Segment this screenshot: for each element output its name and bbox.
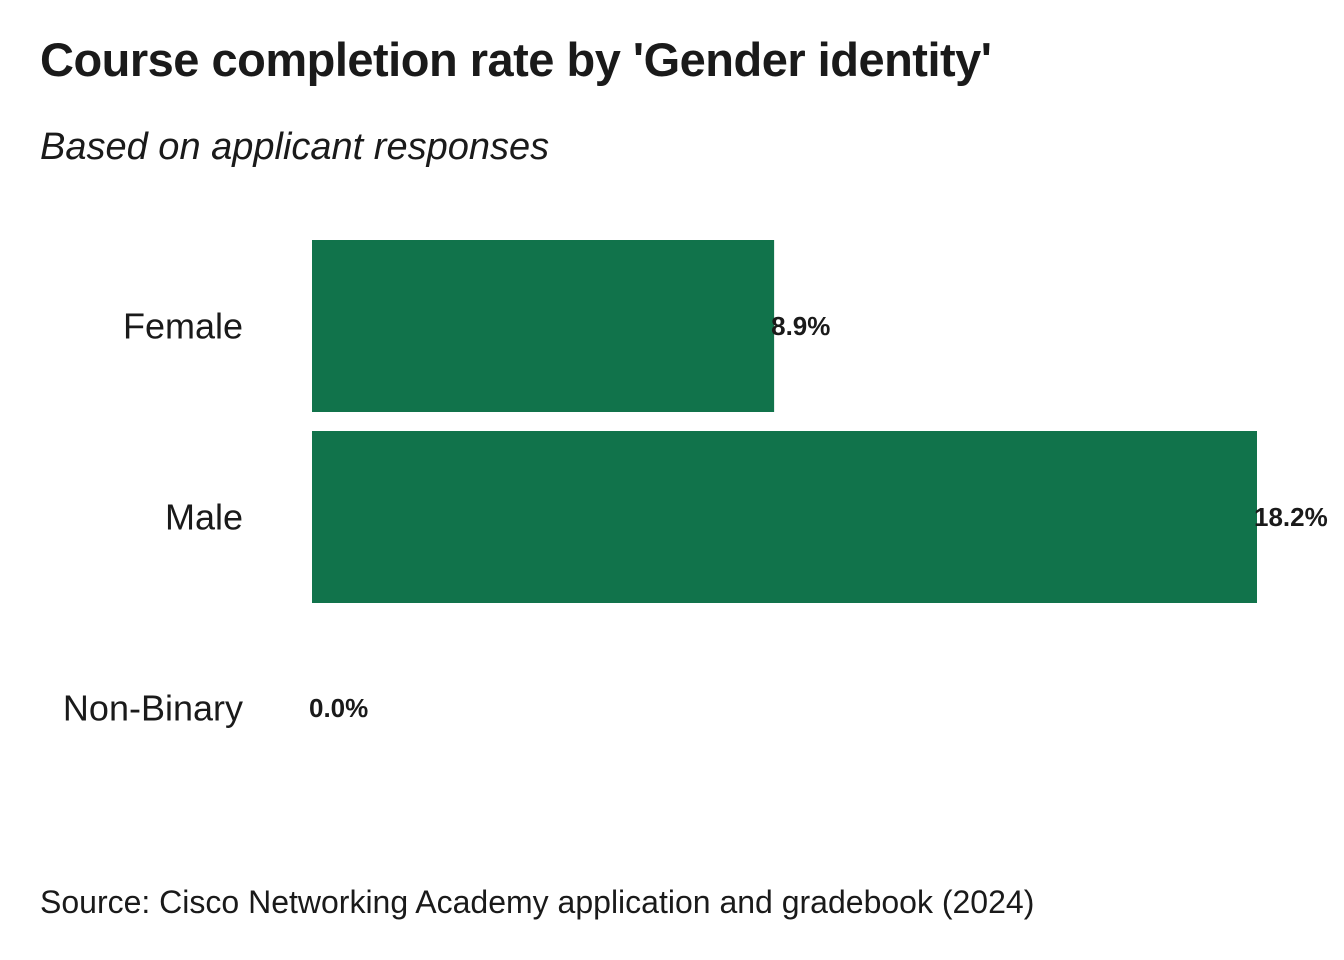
bar-female xyxy=(312,240,775,412)
value-label-female: 8.9% xyxy=(771,311,830,341)
category-label-male: Male xyxy=(165,497,243,538)
value-label-male: 18.2% xyxy=(1254,502,1328,532)
chart-subtitle: Based on applicant responses xyxy=(40,126,550,168)
value-label-non-binary: 0.0% xyxy=(309,693,368,723)
source-note: Source: Cisco Networking Academy applica… xyxy=(40,884,1035,920)
bar-male xyxy=(312,431,1257,603)
category-label-non-binary: Non-Binary xyxy=(63,688,243,729)
category-label-female: Female xyxy=(123,306,243,347)
chart-title: Course completion rate by 'Gender identi… xyxy=(40,33,992,86)
